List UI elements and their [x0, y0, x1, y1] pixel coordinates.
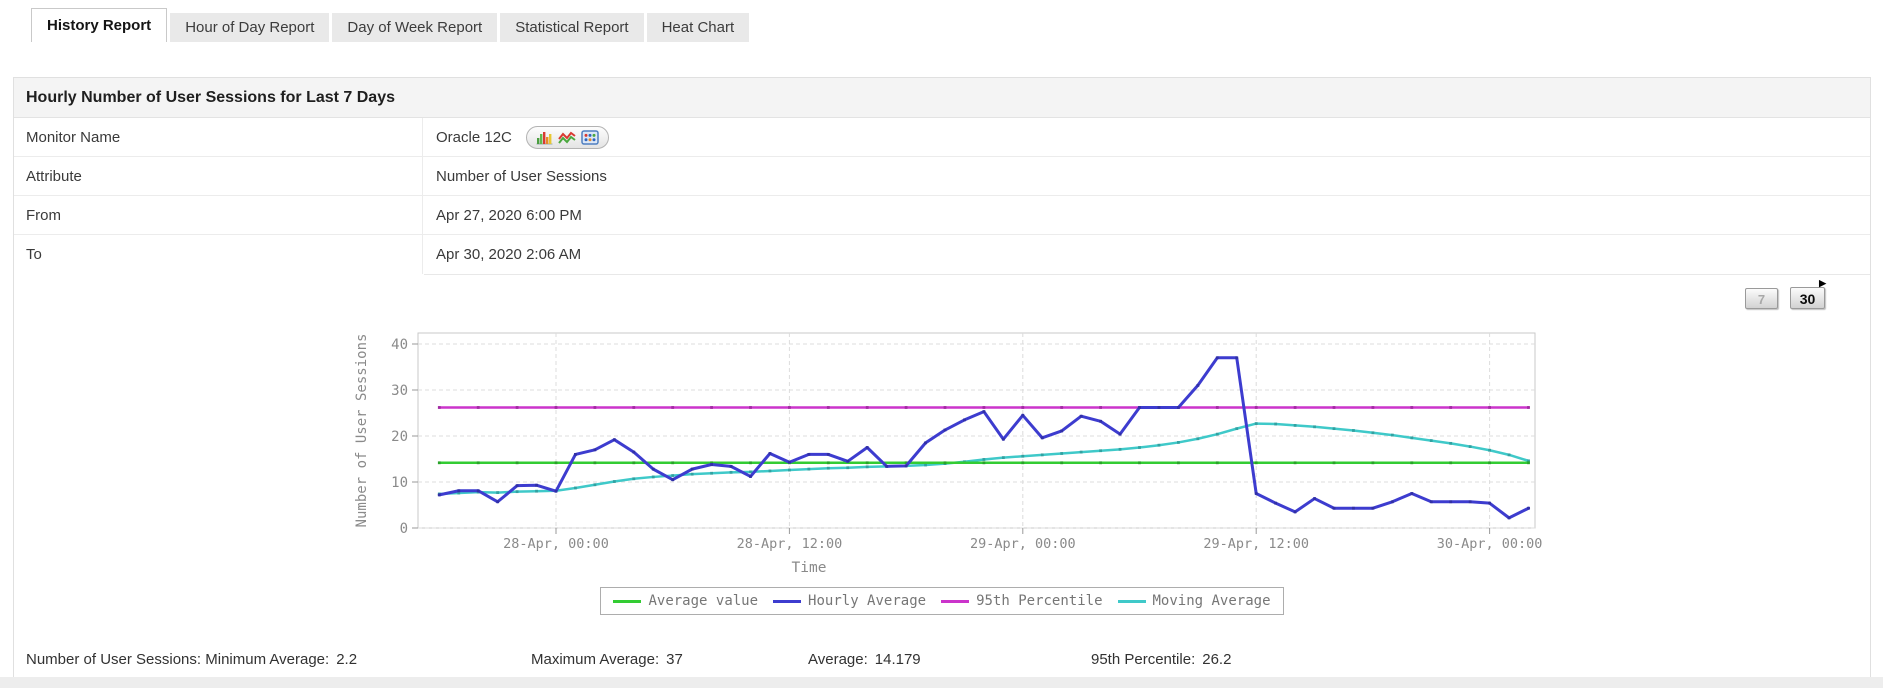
attribute-value: Number of User Sessions — [436, 167, 607, 185]
monitor-tools-group — [525, 125, 609, 149]
chart-legend: Average value Hourly Average 95th Percen… — [14, 587, 1870, 615]
tab-day-of-week-report[interactable]: Day of Week Report — [332, 13, 498, 42]
table-row-from: From Apr 27, 2020 6:00 PM — [14, 196, 1870, 235]
chart-section: 7 30 ▶ 0 10 20 30 40 28-Apr, 00:00 28-Apr, 12:… — [14, 274, 1870, 638]
svg-text:28-Apr, 12:00: 28-Apr, 12:00 — [737, 536, 843, 552]
svg-text:10: 10 — [391, 475, 408, 491]
svg-text:20: 20 — [391, 429, 408, 445]
report-tabbar: History Report Hour of Day Report Day of… — [31, 8, 750, 42]
monitor-name-label: Monitor Name — [14, 118, 423, 156]
average-value-line-swatch — [613, 599, 642, 603]
svg-text:40: 40 — [391, 337, 408, 353]
svg-text:Time: Time — [792, 560, 827, 576]
range-button-7[interactable]: 7 — [1745, 288, 1778, 309]
report-title: Hourly Number of User Sessions for Last … — [14, 78, 1870, 118]
stats-attribute-prefix: Number of User Sessions: — [26, 651, 202, 668]
range-button-30[interactable]: 30 ▶ — [1790, 279, 1826, 309]
page-bottom-strip — [0, 677, 1883, 688]
report-panel: Hourly Number of User Sessions for Last … — [13, 77, 1871, 678]
monitor-name-value: Oracle 12C — [436, 128, 512, 146]
stat-95th-percentile: 95th Percentile: 26.2 — [1091, 651, 1232, 668]
legend-item-95th-percentile: 95th Percentile — [941, 593, 1103, 609]
bar-chart-icon[interactable] — [536, 130, 553, 145]
legend-item-moving-average: Moving Average — [1117, 593, 1271, 609]
tab-history-report[interactable]: History Report — [31, 8, 168, 42]
table-row-monitor-name: Monitor Name Oracle 12C — [14, 118, 1870, 157]
tab-hour-of-day-report[interactable]: Hour of Day Report — [170, 13, 330, 42]
svg-text:29-Apr, 00:00: 29-Apr, 00:00 — [970, 536, 1076, 552]
svg-text:28-Apr, 00:00: 28-Apr, 00:00 — [503, 536, 609, 552]
from-value: Apr 27, 2020 6:00 PM — [436, 206, 582, 224]
forward-arrow-icon: ▶ — [1819, 278, 1826, 288]
to-value: Apr 30, 2020 2:06 AM — [436, 246, 582, 263]
percentile-line-swatch — [941, 599, 970, 603]
tab-statistical-report[interactable]: Statistical Report — [500, 13, 644, 42]
svg-text:30: 30 — [391, 383, 408, 399]
attribute-label: Attribute — [14, 157, 423, 195]
summary-stats-row: Number of User Sessions: Minimum Average… — [14, 638, 1870, 678]
svg-text:30-Apr, 00:00: 30-Apr, 00:00 — [1437, 536, 1543, 552]
table-row-attribute: Attribute Number of User Sessions — [14, 157, 1870, 196]
from-label: From — [14, 196, 423, 234]
legend-item-hourly-average: Hourly Average — [773, 593, 926, 609]
data-table-icon[interactable] — [581, 129, 599, 145]
moving-average-line-swatch — [1117, 599, 1146, 603]
to-label: To — [14, 235, 423, 274]
svg-text:Number of User Sessions: Number of User Sessions — [354, 334, 370, 528]
stat-minimum-average: Number of User Sessions: Minimum Average… — [26, 651, 358, 668]
tab-heat-chart[interactable]: Heat Chart — [646, 13, 750, 42]
report-info-table: Monitor Name Oracle 12C — [14, 118, 1870, 274]
hourly-average-line-swatch — [773, 599, 802, 603]
svg-text:29-Apr, 12:00: 29-Apr, 12:00 — [1203, 536, 1309, 552]
line-chart-icon[interactable] — [558, 130, 576, 145]
stat-average: Average: 14.179 — [808, 651, 921, 668]
stat-maximum-average: Maximum Average: 37 — [531, 651, 683, 668]
table-row-to: To Apr 30, 2020 2:06 AM — [14, 235, 1870, 274]
legend-item-average-value: Average value — [613, 593, 758, 609]
sessions-chart-svg: 0 10 20 30 40 28-Apr, 00:00 28-Apr, 12:00 29-Ap… — [354, 332, 1543, 576]
svg-text:0: 0 — [400, 521, 408, 537]
